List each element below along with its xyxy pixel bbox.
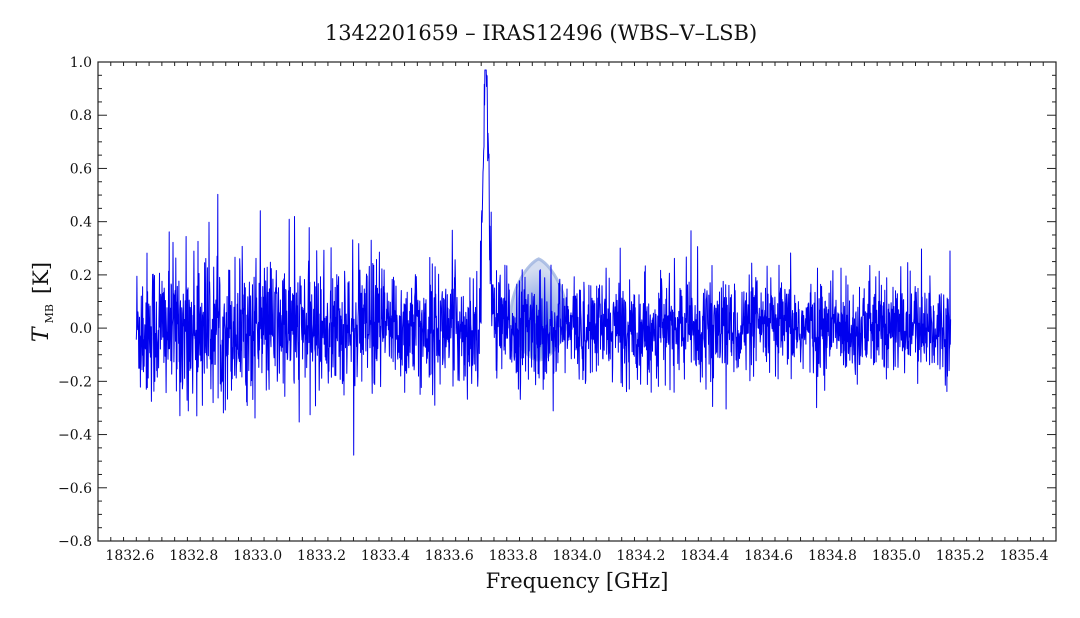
y-tick-label: 0.4 — [70, 215, 92, 231]
svg-text:T MB [K]: T MB [K] — [29, 262, 57, 342]
y-tick-label: −0.4 — [58, 428, 92, 444]
y-axis-label-unit: [K] — [29, 262, 53, 294]
x-tick-label: 1833.4 — [361, 548, 410, 564]
y-tick-label: −0.8 — [58, 534, 92, 550]
y-tick-label: 0.0 — [70, 321, 92, 337]
y-axis-tick-labels: −0.8 −0.6 −0.4 −0.2 0.0 0.2 0.4 0.6 0.8 1.0 — [58, 55, 92, 550]
y-tick-label: 1.0 — [70, 55, 92, 71]
x-tick-label: 1834.6 — [744, 548, 793, 564]
y-tick-label: −0.2 — [58, 374, 92, 390]
x-tick-label: 1834.2 — [616, 548, 665, 564]
x-axis-ticks — [97, 62, 1057, 541]
x-tick-label: 1833.0 — [233, 548, 282, 564]
y-axis-ticks — [98, 61, 1056, 542]
y-tick-label: 0.8 — [70, 108, 92, 124]
y-axis-label-subscript: MB — [43, 304, 56, 323]
x-tick-label: 1835.4 — [1000, 548, 1049, 564]
chart-title: 1342201659 – IRAS12496 (WBS–V–LSB) — [325, 21, 757, 45]
y-axis-label-symbol: T — [29, 325, 54, 342]
x-axis-label: Frequency [GHz] — [486, 569, 669, 593]
x-tick-label: 1835.0 — [872, 548, 921, 564]
x-tick-label: 1834.8 — [808, 548, 857, 564]
y-axis-label: T MB [K] — [29, 262, 57, 342]
y-tick-label: 0.2 — [70, 268, 92, 284]
x-tick-label: 1832.6 — [105, 548, 154, 564]
x-tick-label: 1833.2 — [297, 548, 346, 564]
spectrum-series-line — [135, 69, 952, 456]
x-axis-tick-labels: 1832.6 1832.8 1833.0 1833.2 1833.4 1833.6 1833… — [105, 548, 1048, 564]
x-tick-label: 1834.4 — [680, 548, 729, 564]
x-tick-label: 1833.8 — [489, 548, 538, 564]
y-tick-label: 0.6 — [70, 161, 92, 177]
x-tick-label: 1834.0 — [553, 548, 602, 564]
y-tick-label: −0.6 — [58, 481, 92, 497]
x-tick-label: 1833.6 — [425, 548, 474, 564]
x-tick-label: 1835.2 — [936, 548, 985, 564]
x-tick-label: 1832.8 — [169, 548, 218, 564]
